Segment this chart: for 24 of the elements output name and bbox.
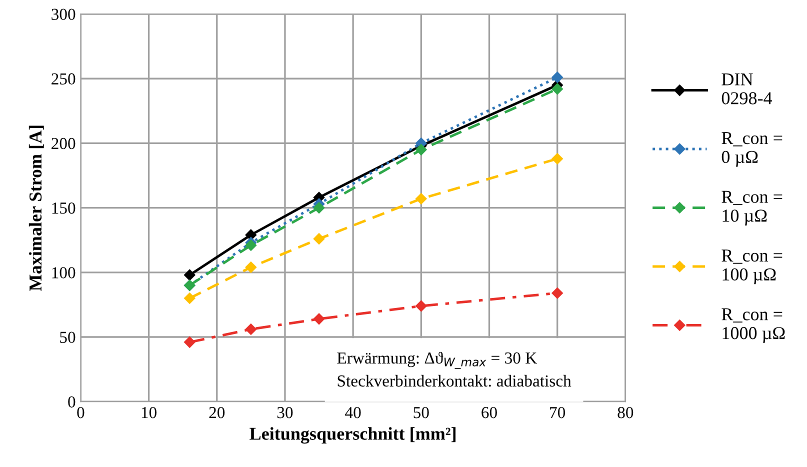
- y-tick-label: 50: [60, 332, 76, 343]
- x-tick-label: 70: [550, 406, 566, 418]
- y-axis-title: Maximaler Strom [A]: [28, 126, 44, 291]
- x-tick-label: 60: [482, 406, 497, 418]
- legend-label: R_con = 100 µΩ: [722, 250, 782, 284]
- legend-label: R_con = 10 µΩ: [722, 190, 782, 226]
- y-tick-label: 250: [52, 73, 76, 85]
- x-tick-label: 0: [77, 406, 84, 418]
- annotation: Erwärmung: Δϑ$_{W_max}$ = 30 K Steckverbinderkontakt: adiabatisch: [337, 352, 572, 387]
- x-axis-title: Leitungsquerschnitt [mm²]: [250, 427, 456, 444]
- x-tick-label: 50: [414, 406, 429, 418]
- x-tick-label: 20: [209, 406, 225, 418]
- x-tick-label: 10: [142, 406, 156, 418]
- legend-label: R_con = 0 µΩ: [722, 132, 782, 167]
- x-tick-label: 80: [618, 406, 634, 418]
- legend-label: R_con = 1000 µΩ: [722, 308, 785, 343]
- legend-label: DIN 0298-4: [722, 73, 772, 104]
- x-tick-label: 30: [277, 406, 293, 418]
- x-tick-label: 40: [345, 406, 361, 418]
- y-tick-label: 200: [52, 138, 76, 150]
- y-tick-label: 150: [52, 202, 76, 214]
- y-tick-label: 0: [68, 396, 76, 408]
- y-tick-label: 100: [52, 267, 76, 278]
- y-tick-label: 300: [52, 8, 76, 20]
